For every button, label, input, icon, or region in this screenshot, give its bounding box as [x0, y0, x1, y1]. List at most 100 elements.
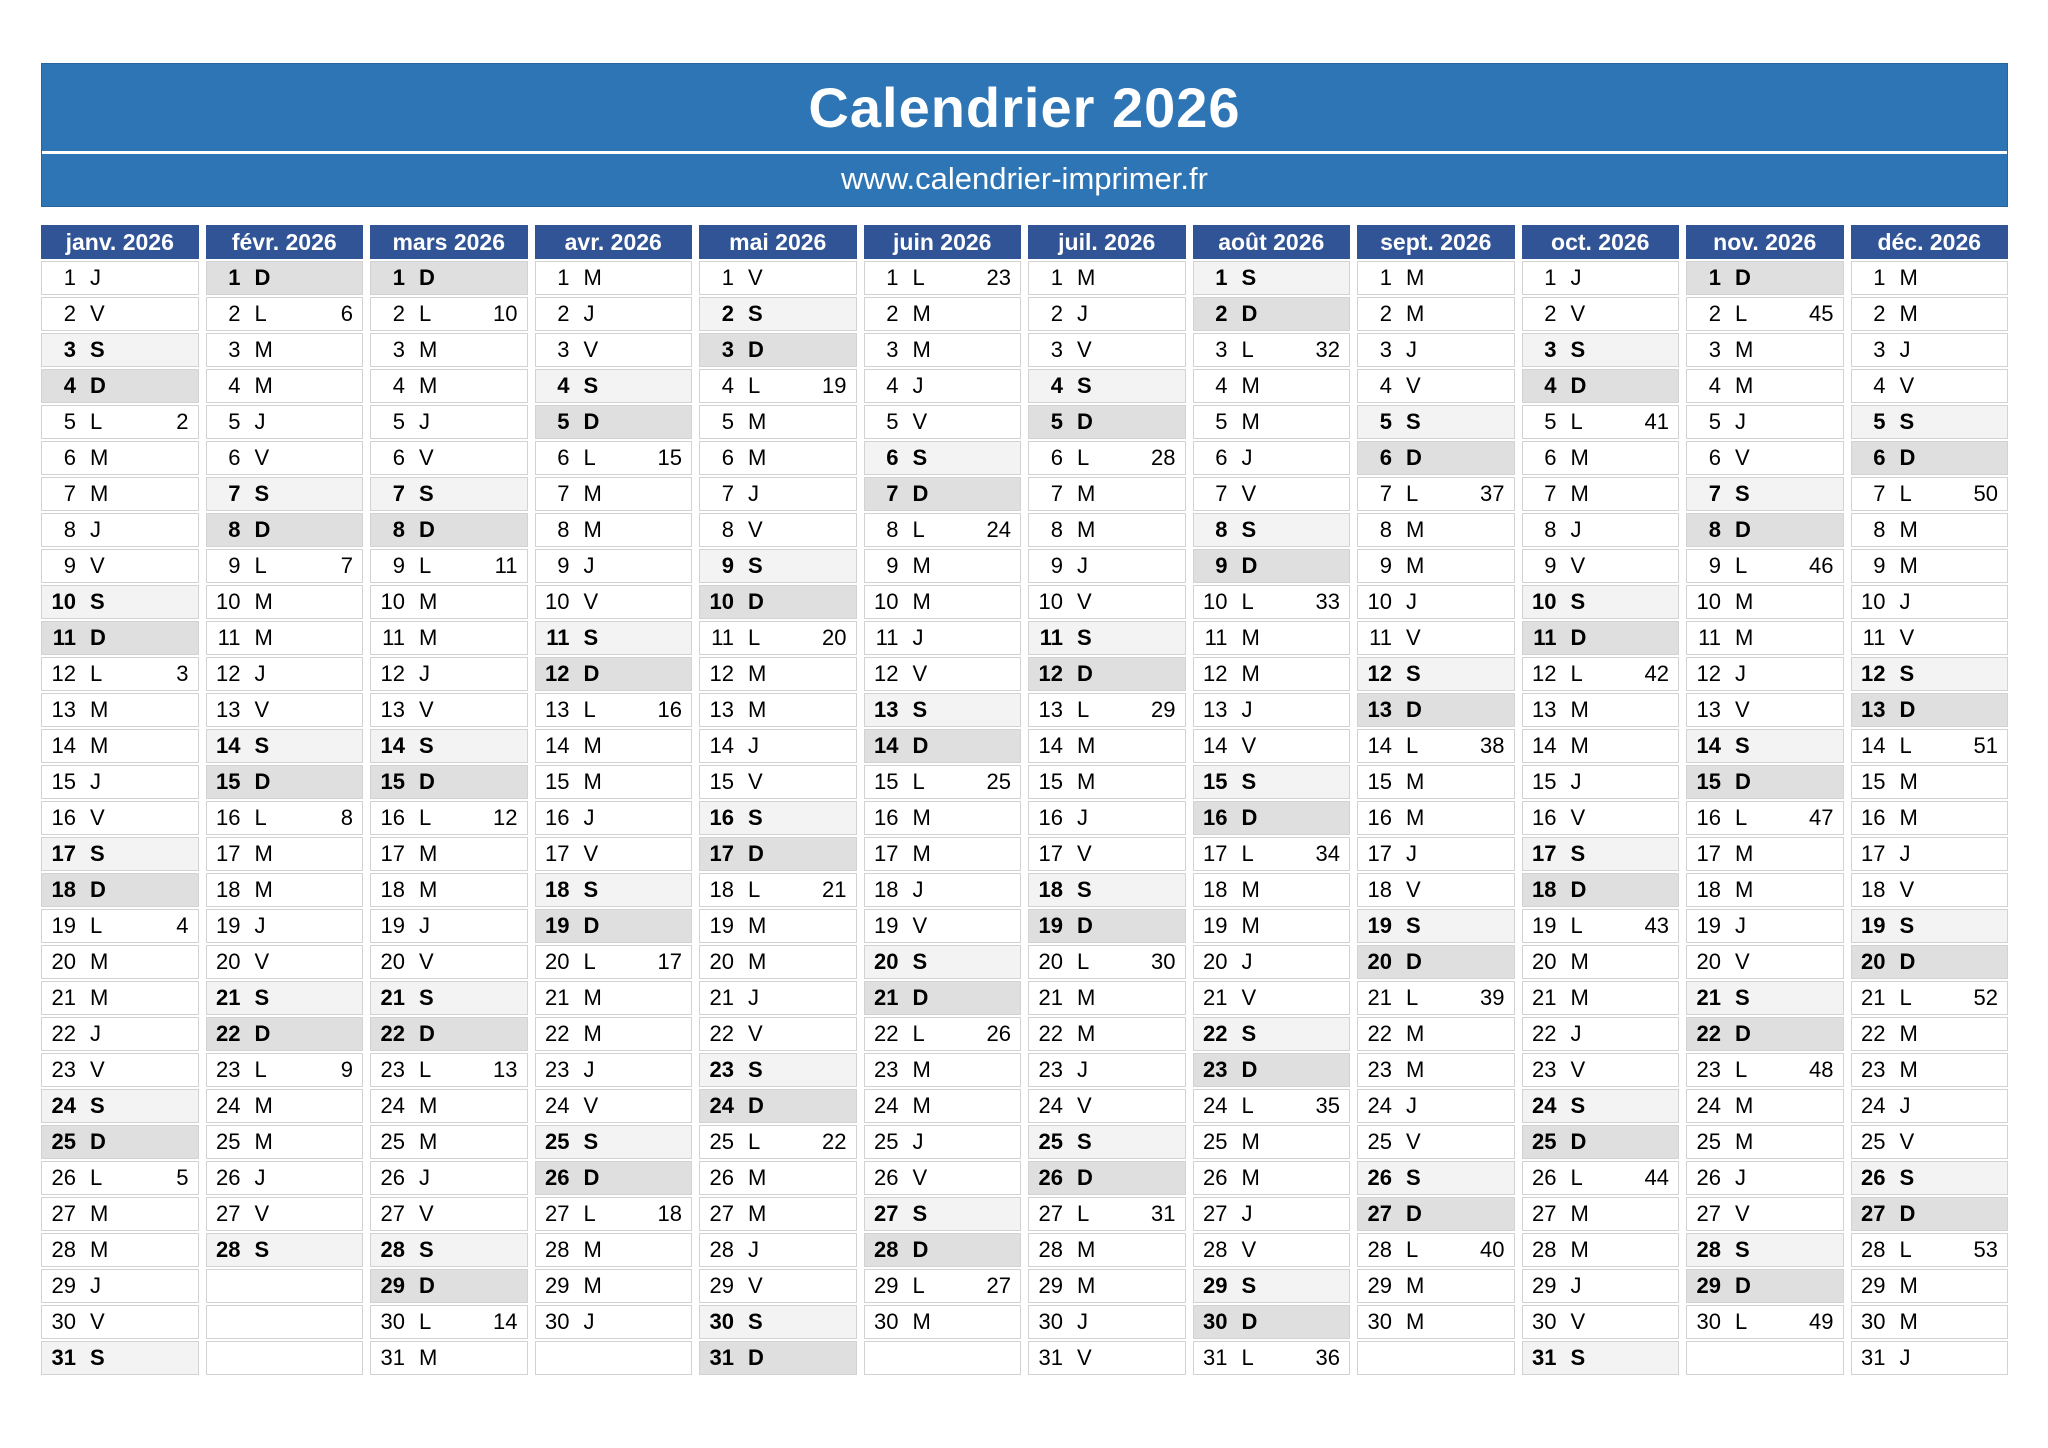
day-number: 8: [886, 517, 899, 542]
day-number: 29: [1696, 1273, 1721, 1298]
day-number: 31: [51, 1345, 76, 1370]
day-letter: D: [583, 913, 600, 938]
banner: Calendrier 2026 www.calendrier-imprimer.…: [41, 63, 2008, 207]
month-header: janv. 2026: [41, 225, 199, 259]
day-letter: J: [583, 301, 595, 326]
day-letter: S: [1570, 1093, 1586, 1118]
day-letter: J: [1241, 949, 1253, 974]
day-number: 17: [709, 841, 734, 866]
day-letter: S: [1241, 1021, 1257, 1046]
day-row: 15 M: [1028, 765, 1186, 799]
day-letter: D: [1077, 661, 1093, 686]
day-number: 21: [380, 985, 405, 1010]
week-number: 42: [1644, 661, 1669, 686]
day-number: 4: [1050, 373, 1063, 398]
day-number: 27: [51, 1201, 76, 1226]
week-number: 37: [1480, 481, 1505, 506]
day-row: 26 D: [1028, 1161, 1186, 1195]
day-letter: J: [1735, 913, 1746, 938]
day-letter: M: [1899, 1309, 1918, 1334]
day-number: 14: [874, 733, 899, 758]
day-row: 13 J: [1192, 693, 1350, 727]
day-number: 19: [709, 913, 734, 938]
day-number: 22: [1038, 1021, 1063, 1046]
day-letter: M: [912, 553, 931, 578]
day-number: 25: [709, 1129, 734, 1154]
day-letter: M: [583, 985, 602, 1010]
day-row: 22 M: [534, 1017, 692, 1051]
day-number: 11: [1204, 625, 1228, 650]
day-letter: D: [1735, 769, 1751, 794]
day-number: 10: [874, 589, 899, 614]
day-letter: S: [1077, 373, 1092, 398]
day-row: 31 S: [41, 1341, 199, 1375]
day-number: 28: [1861, 1237, 1886, 1262]
day-number: 19: [1038, 913, 1063, 938]
day-row: 29 V: [699, 1269, 857, 1303]
day-number: 2: [1873, 301, 1886, 326]
day-row: 15 M: [534, 765, 692, 799]
day-letter: J: [912, 1129, 924, 1154]
day-row: 17 M: [370, 837, 528, 871]
day-number: 28: [1696, 1237, 1721, 1262]
day-row: 28 M: [534, 1233, 692, 1267]
day-number: 15: [545, 769, 570, 794]
day-row: 26 L 44: [1521, 1161, 1679, 1195]
day-row: 11 V: [1357, 621, 1515, 655]
day-number: 7: [886, 481, 899, 506]
day-number: 7: [228, 481, 241, 506]
day-row: 13 M: [41, 693, 199, 727]
day-letter: D: [1241, 1057, 1258, 1082]
day-row: 15 M: [1850, 765, 2008, 799]
month-header: avr. 2026: [534, 225, 692, 259]
day-number: 15: [1696, 769, 1721, 794]
day-letter: L: [1735, 805, 1748, 830]
day-row: 12 M: [1192, 657, 1350, 691]
day-number: 3: [1873, 337, 1886, 362]
week-number: 32: [1315, 337, 1340, 362]
day-letter: M: [748, 661, 767, 686]
day-letter: L: [254, 301, 267, 326]
day-row: 23 L 13: [370, 1053, 528, 1087]
day-letter: S: [90, 841, 105, 866]
day-letter: L: [254, 1057, 267, 1082]
day-number: 4: [1544, 373, 1557, 398]
day-row: 11 M: [205, 621, 363, 655]
day-number: 28: [216, 1237, 241, 1262]
day-letter: J: [254, 409, 266, 434]
day-row: 20 D: [1357, 945, 1515, 979]
day-number: 20: [874, 949, 899, 974]
day-letter: M: [1077, 517, 1096, 542]
week-number: 17: [657, 949, 682, 974]
day-letter: D: [90, 373, 106, 398]
day-row: 27 V: [205, 1197, 363, 1231]
day-number: 3: [557, 337, 570, 362]
day-number: 19: [51, 913, 76, 938]
month-column: oct. 2026 1 J 2 V 3 S 4 D 5 L 41 6 M 7 M 8 J 9 V 10 S 11 D 12 L 42…: [1521, 225, 1679, 1375]
day-row: 10 V: [1028, 585, 1186, 619]
week-number: 20: [822, 625, 847, 650]
day-number: 23: [380, 1057, 405, 1082]
day-row: 22 J: [1521, 1017, 1679, 1051]
day-row: 13 M: [699, 693, 857, 727]
day-row: 16 V: [1521, 801, 1679, 835]
day-row: 20 M: [1521, 945, 1679, 979]
day-row: 17 D: [699, 837, 857, 871]
day-row: 21 M: [1521, 981, 1679, 1015]
day-row: 13 L 16: [534, 693, 692, 727]
day-row: 1 L 23: [863, 261, 1021, 295]
day-letter: D: [912, 733, 929, 758]
day-row: 15 D: [1686, 765, 1844, 799]
day-number: 6: [1215, 445, 1228, 470]
day-row: 10 M: [863, 585, 1021, 619]
day-number: 10: [380, 589, 405, 614]
day-number: 13: [380, 697, 405, 722]
day-number: 12: [1532, 661, 1557, 686]
day-letter: D: [748, 589, 764, 614]
